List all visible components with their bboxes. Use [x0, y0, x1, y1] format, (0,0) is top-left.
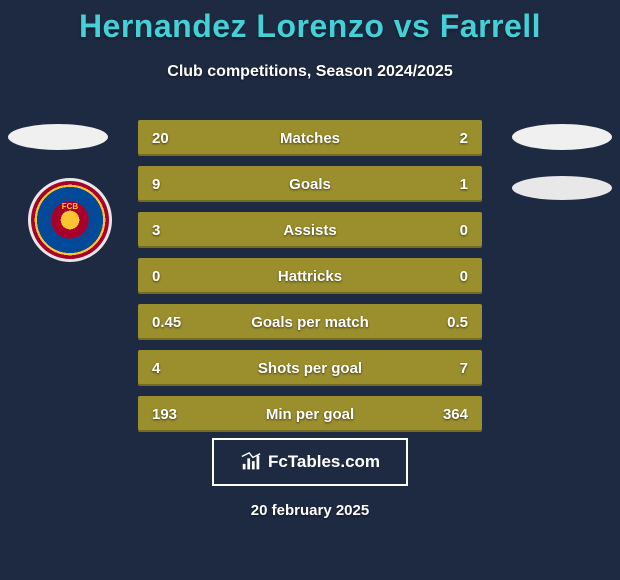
- stat-label: Goals: [212, 176, 408, 193]
- stat-row-assists: 3 Assists 0: [138, 212, 482, 248]
- stat-row-min-per-goal: 193 Min per goal 364: [138, 396, 482, 432]
- stat-right-value: 364: [408, 406, 468, 423]
- player-right-avatar: [512, 124, 612, 150]
- brand-text: FcTables.com: [268, 452, 380, 472]
- stat-label: Matches: [212, 130, 408, 147]
- stat-row-shots-per-goal: 4 Shots per goal 7: [138, 350, 482, 386]
- stat-right-value: 1: [408, 176, 468, 193]
- club-right-badge-placeholder: [512, 176, 612, 200]
- club-left-badge: FCB: [28, 178, 112, 262]
- club-badge-inner: FCB: [48, 198, 92, 242]
- stat-label: Shots per goal: [212, 360, 408, 377]
- stat-right-value: 7: [408, 360, 468, 377]
- stat-right-value: 0.5: [408, 314, 468, 331]
- stat-left-value: 0: [152, 268, 212, 285]
- stat-row-matches: 20 Matches 2: [138, 120, 482, 156]
- stat-row-hattricks: 0 Hattricks 0: [138, 258, 482, 294]
- player-left-avatar: [8, 124, 108, 150]
- subtitle: Club competitions, Season 2024/2025: [0, 63, 620, 81]
- chart-icon: [240, 451, 262, 473]
- stat-right-value: 0: [408, 268, 468, 285]
- stat-left-value: 9: [152, 176, 212, 193]
- stat-left-value: 4: [152, 360, 212, 377]
- stat-left-value: 193: [152, 406, 212, 423]
- stat-left-value: 3: [152, 222, 212, 239]
- stat-row-goals-per-match: 0.45 Goals per match 0.5: [138, 304, 482, 340]
- stat-left-value: 20: [152, 130, 212, 147]
- stat-label: Assists: [212, 222, 408, 239]
- stat-label: Min per goal: [212, 406, 408, 423]
- stat-label: Hattricks: [212, 268, 408, 285]
- date-text: 20 february 2025: [0, 502, 620, 519]
- brand-box[interactable]: FcTables.com: [212, 438, 408, 486]
- club-badge-text: FCB: [48, 202, 92, 211]
- stats-table: 20 Matches 2 9 Goals 1 3 Assists 0 0 Hat…: [138, 120, 482, 442]
- stat-right-value: 2: [408, 130, 468, 147]
- stat-right-value: 0: [408, 222, 468, 239]
- stat-left-value: 0.45: [152, 314, 212, 331]
- page-title: Hernandez Lorenzo vs Farrell: [0, 0, 620, 45]
- stat-label: Goals per match: [212, 314, 408, 331]
- stat-row-goals: 9 Goals 1: [138, 166, 482, 202]
